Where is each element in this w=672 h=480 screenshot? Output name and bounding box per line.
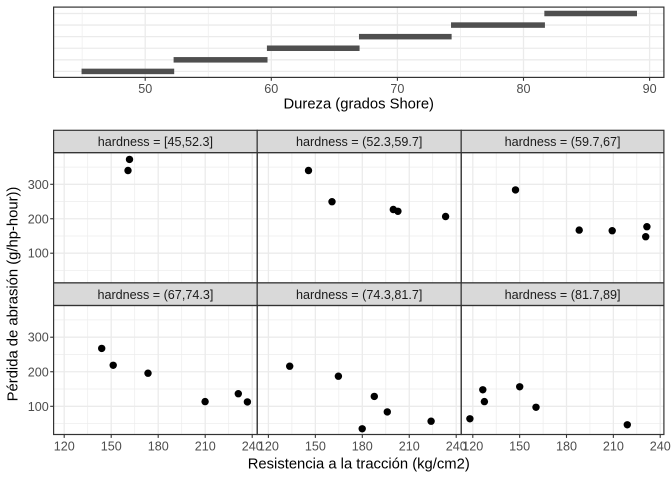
svg-text:70: 70 <box>390 82 404 96</box>
svg-text:240: 240 <box>446 440 467 454</box>
svg-text:120: 120 <box>462 440 483 454</box>
svg-text:60: 60 <box>264 82 278 96</box>
svg-text:Dureza (grados Shore): Dureza (grados Shore) <box>283 96 434 112</box>
svg-text:80: 80 <box>516 82 530 96</box>
svg-text:120: 120 <box>54 440 75 454</box>
svg-text:100: 100 <box>28 400 49 414</box>
svg-text:100: 100 <box>28 247 49 261</box>
svg-text:200: 200 <box>28 365 49 379</box>
svg-text:300: 300 <box>28 331 49 345</box>
svg-text:hardness = (52.3,59.7]: hardness = (52.3,59.7] <box>296 135 422 149</box>
svg-text:150: 150 <box>305 440 326 454</box>
svg-text:120: 120 <box>258 440 279 454</box>
svg-text:hardness = (74.3,81.7]: hardness = (74.3,81.7] <box>296 288 422 302</box>
svg-text:hardness = (81.7,89]: hardness = (81.7,89] <box>505 288 621 302</box>
svg-text:hardness = (67,74.3]: hardness = (67,74.3] <box>97 288 213 302</box>
svg-text:Pérdida de abrasión (g/hp-hour: Pérdida de abrasión (g/hp-hour)) <box>5 187 21 402</box>
svg-text:hardness = (59.7,67]: hardness = (59.7,67] <box>505 135 621 149</box>
svg-text:240: 240 <box>650 440 671 454</box>
svg-text:hardness = [45,52.3]: hardness = [45,52.3] <box>98 135 213 149</box>
svg-text:150: 150 <box>509 440 530 454</box>
svg-text:210: 210 <box>195 440 216 454</box>
svg-text:210: 210 <box>603 440 624 454</box>
svg-text:Resistencia a la tracción (kg/: Resistencia a la tracción (kg/cm2) <box>248 456 470 472</box>
svg-text:90: 90 <box>643 82 657 96</box>
svg-text:240: 240 <box>242 440 263 454</box>
svg-text:200: 200 <box>28 212 49 226</box>
svg-text:150: 150 <box>101 440 122 454</box>
svg-text:180: 180 <box>556 440 577 454</box>
svg-text:210: 210 <box>399 440 420 454</box>
svg-text:300: 300 <box>28 178 49 192</box>
svg-text:180: 180 <box>148 440 169 454</box>
svg-text:50: 50 <box>138 82 152 96</box>
svg-text:180: 180 <box>352 440 373 454</box>
